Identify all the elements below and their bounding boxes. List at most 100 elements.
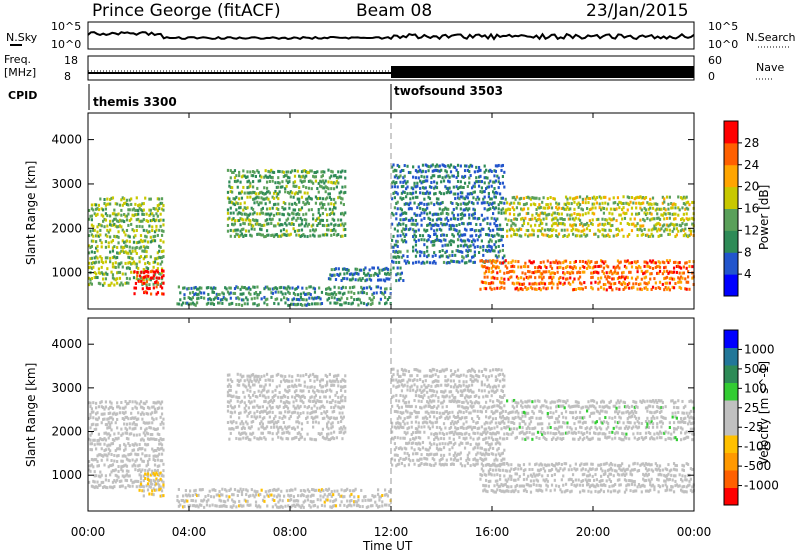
echo-cell bbox=[646, 270, 648, 273]
echo-cell bbox=[500, 277, 502, 280]
echo-cell bbox=[341, 500, 343, 503]
echo-cell bbox=[481, 186, 483, 189]
echo-cell bbox=[277, 488, 279, 491]
echo-cell bbox=[499, 261, 501, 264]
echo-cell bbox=[290, 498, 292, 501]
echo-cell bbox=[686, 196, 688, 199]
echo-cell bbox=[587, 224, 589, 227]
echo-cell bbox=[423, 198, 425, 201]
echo-cell bbox=[625, 286, 627, 289]
echo-cell bbox=[673, 278, 675, 281]
echo-cell bbox=[530, 203, 532, 206]
echo-cell bbox=[131, 246, 133, 249]
echo-cell bbox=[329, 192, 331, 195]
colorbar-tick-label: 28 bbox=[744, 136, 759, 150]
echo-cell bbox=[288, 410, 290, 413]
echo-cell bbox=[523, 278, 525, 281]
echo-cell bbox=[330, 198, 332, 201]
echo-cell bbox=[305, 373, 307, 376]
echo-cell bbox=[444, 239, 446, 242]
echo-cell bbox=[117, 241, 119, 244]
echo-cell bbox=[228, 217, 230, 220]
echo-cell bbox=[112, 239, 114, 242]
echo-cell bbox=[126, 277, 128, 280]
echo-cell bbox=[329, 208, 331, 211]
echo-cell bbox=[308, 490, 310, 493]
echo-cell bbox=[146, 213, 148, 216]
echo-cell bbox=[578, 206, 580, 209]
echo-cell bbox=[129, 444, 131, 447]
echo-cell bbox=[604, 229, 606, 232]
echo-cell bbox=[547, 203, 549, 206]
echo-cell bbox=[298, 229, 300, 232]
echo-cell bbox=[427, 169, 429, 172]
echo-cell bbox=[513, 270, 515, 273]
echo-cell bbox=[454, 166, 456, 169]
echo-cell bbox=[669, 212, 671, 215]
echo-cell bbox=[245, 493, 247, 496]
echo-cell bbox=[601, 202, 603, 205]
echo-cell bbox=[126, 428, 128, 431]
echo-cell bbox=[557, 286, 559, 289]
echo-cell bbox=[641, 229, 643, 232]
echo-cell bbox=[493, 187, 495, 190]
echo-cell bbox=[137, 480, 139, 483]
echo-cell bbox=[505, 198, 507, 201]
echo-cell bbox=[610, 208, 612, 211]
echo-cell bbox=[209, 490, 211, 493]
echo-cell bbox=[401, 208, 403, 211]
echo-cell bbox=[569, 261, 571, 264]
echo-cell bbox=[295, 379, 297, 382]
echo-cell bbox=[474, 239, 476, 242]
echo-cell bbox=[568, 202, 570, 205]
echo-cell bbox=[334, 207, 336, 210]
echo-cell bbox=[322, 428, 324, 431]
echo-cell bbox=[137, 267, 139, 270]
echo-cell bbox=[287, 217, 289, 220]
echo-cell bbox=[343, 292, 345, 295]
echo-cell bbox=[636, 288, 638, 291]
echo-cell bbox=[102, 481, 104, 484]
echo-cell bbox=[253, 412, 255, 415]
echo-cell bbox=[143, 489, 145, 492]
echo-cell bbox=[273, 197, 275, 200]
echo-cell bbox=[485, 169, 487, 172]
echo-cell bbox=[290, 233, 292, 236]
echo-cell bbox=[227, 230, 229, 233]
echo-cell bbox=[253, 436, 255, 439]
echo-cell bbox=[533, 233, 535, 236]
echo-cell bbox=[443, 180, 445, 183]
echo-cell bbox=[343, 495, 345, 498]
echo-cell bbox=[316, 407, 318, 410]
echo-cell bbox=[629, 218, 631, 221]
echo-cell bbox=[362, 499, 364, 502]
echo-cell bbox=[130, 197, 132, 200]
echo-cell bbox=[371, 302, 373, 305]
echo-cell bbox=[146, 250, 148, 253]
echo-cell bbox=[579, 276, 581, 279]
echo-cell bbox=[429, 218, 431, 221]
echo-cell bbox=[319, 214, 321, 217]
echo-cell bbox=[493, 249, 495, 252]
echo-cell bbox=[597, 277, 599, 280]
echo-cell bbox=[225, 298, 227, 301]
echo-cell bbox=[146, 427, 148, 430]
echo-cell bbox=[607, 265, 609, 268]
echo-cell bbox=[306, 192, 308, 195]
echo-cell bbox=[323, 203, 325, 206]
echo-cell bbox=[321, 291, 323, 294]
echo-cell bbox=[124, 486, 126, 489]
echo-cell bbox=[316, 378, 318, 381]
echo-cell bbox=[239, 223, 241, 226]
echo-cell bbox=[309, 229, 311, 232]
echo-cell bbox=[144, 472, 146, 475]
echo-cell bbox=[265, 400, 267, 403]
echo-cell bbox=[162, 494, 164, 497]
echo-cell bbox=[96, 411, 98, 414]
echo-cell bbox=[674, 261, 676, 264]
echo-cell bbox=[102, 215, 104, 218]
echo-cell bbox=[500, 238, 502, 241]
echo-cell bbox=[329, 499, 331, 502]
echo-cell bbox=[143, 218, 145, 221]
echo-cell bbox=[350, 504, 352, 507]
